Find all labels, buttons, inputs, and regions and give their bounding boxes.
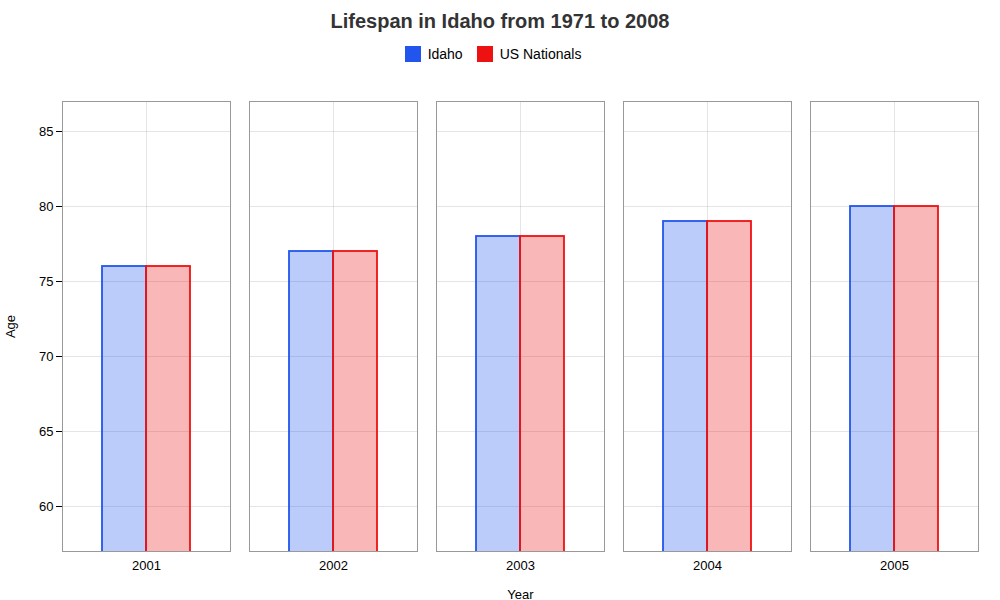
svg-text:Age: Age — [3, 315, 18, 338]
svg-text:2002: 2002 — [319, 558, 348, 573]
svg-text:75: 75 — [39, 274, 53, 289]
svg-text:2003: 2003 — [506, 558, 535, 573]
svg-text:85: 85 — [39, 124, 53, 139]
html-text:Idaho: Idaho — [427, 45, 463, 62]
svg-text:80: 80 — [39, 199, 53, 214]
svg-text:70: 70 — [39, 349, 53, 364]
svg-text:2004: 2004 — [693, 558, 722, 573]
svg-text:60: 60 — [39, 499, 53, 514]
html-text:US Nationals: US Nationals — [499, 45, 582, 62]
svg-text:2005: 2005 — [880, 558, 909, 573]
svg-text:Year: Year — [507, 587, 534, 600]
svg-text:65: 65 — [39, 424, 53, 439]
html-text:Lifespan in Idaho from 1971 to: Lifespan in Idaho from 1971 to 2008 — [330, 10, 670, 32]
svg-text:2001: 2001 — [132, 558, 161, 573]
